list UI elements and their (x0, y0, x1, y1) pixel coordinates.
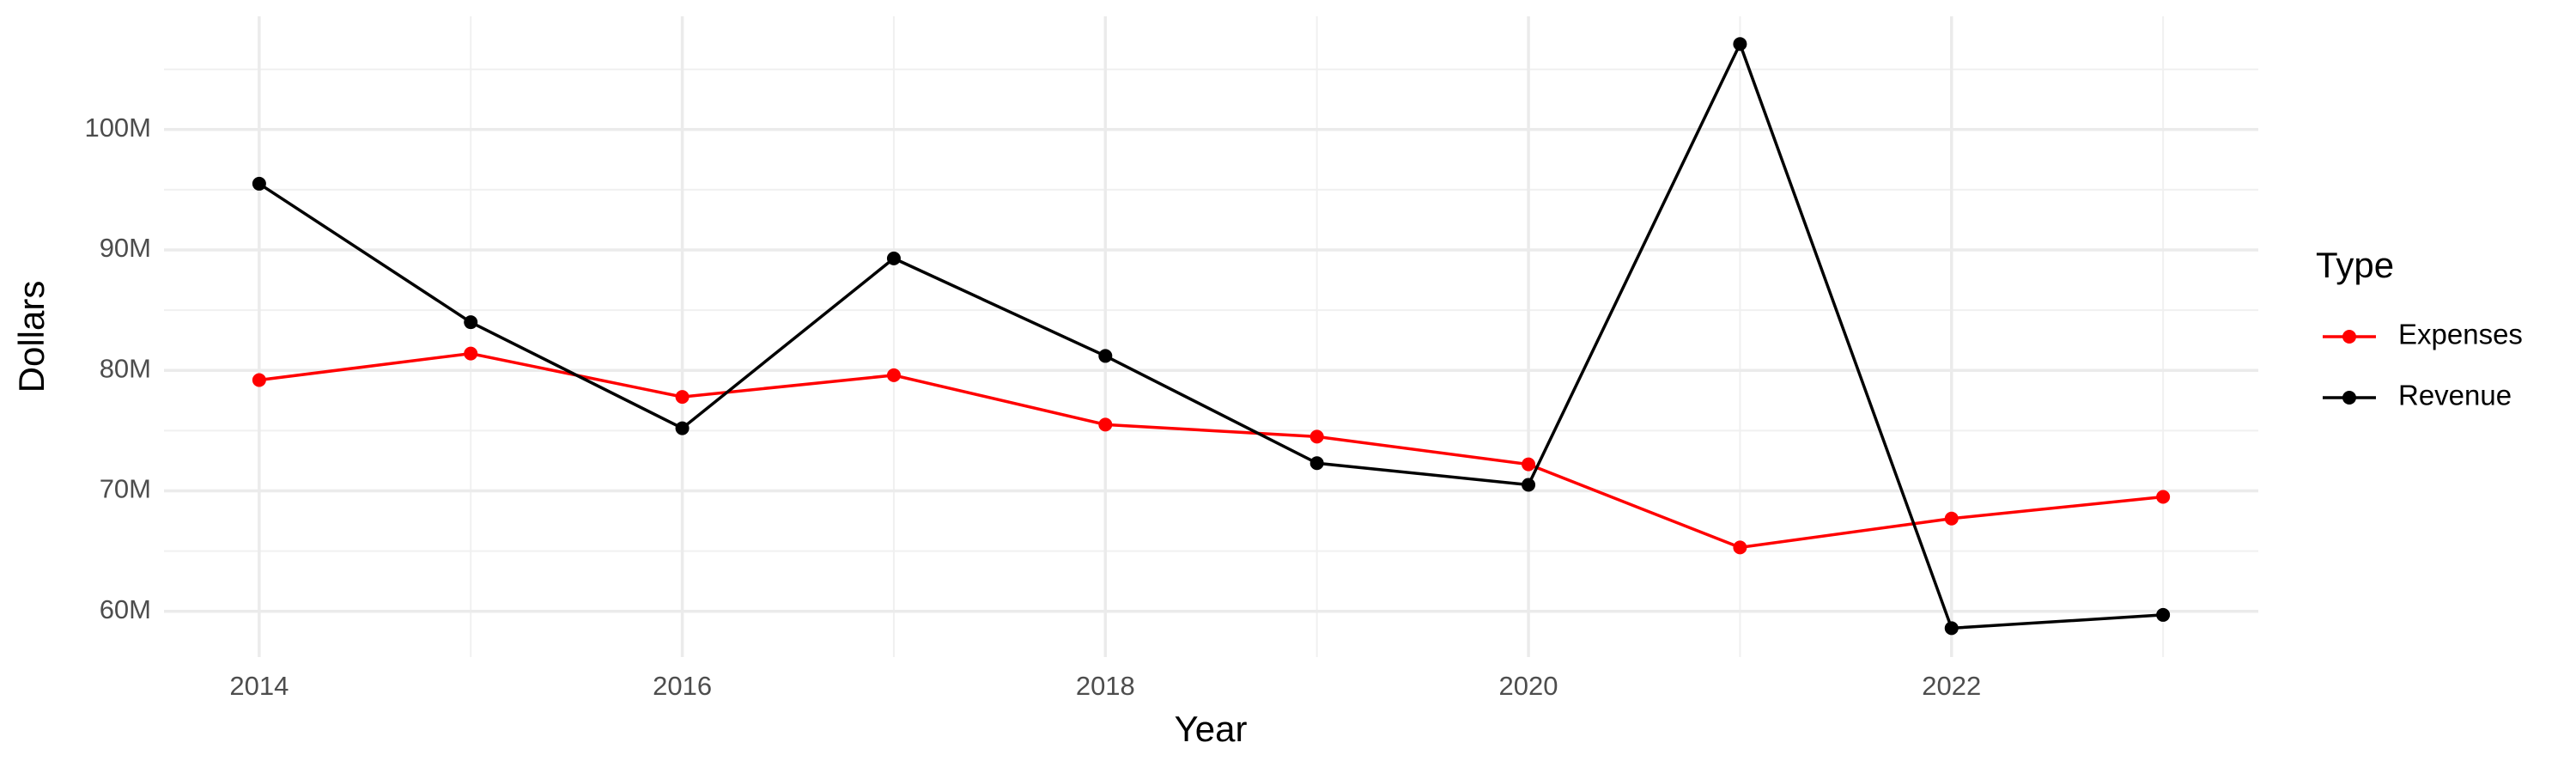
data-point (1733, 540, 1747, 555)
x-tick-label: 2016 (653, 671, 712, 701)
legend-key-point (2342, 391, 2356, 405)
data-point (2156, 607, 2171, 622)
x-axis-title: Year (1175, 709, 1248, 749)
data-point (252, 373, 266, 387)
y-tick-label: 60M (100, 594, 151, 624)
legend-title: Type (2316, 245, 2394, 285)
data-point (1733, 37, 1747, 52)
y-tick-label: 100M (84, 113, 151, 143)
data-point (1098, 417, 1113, 432)
y-axis-title: Dollars (11, 281, 52, 393)
legend-label: Expenses (2398, 319, 2523, 350)
x-tick-label: 2014 (229, 671, 289, 701)
data-point (675, 390, 690, 405)
data-point (1309, 429, 1324, 444)
data-point (1522, 457, 1536, 472)
series-line (258, 40, 2164, 630)
data-point (464, 315, 478, 330)
data-point (1944, 621, 1959, 636)
series-line (258, 351, 2164, 550)
data-point (464, 346, 478, 361)
y-tick-label: 70M (100, 474, 151, 504)
legend-label: Revenue (2398, 380, 2512, 411)
data-point (252, 176, 266, 191)
x-tick-label: 2022 (1922, 671, 1981, 701)
grid (164, 16, 2258, 657)
data-point (886, 368, 901, 382)
x-tick-label: 2020 (1499, 671, 1558, 701)
data-point (675, 421, 690, 435)
data-point (1098, 349, 1113, 363)
data-point (1522, 478, 1536, 492)
data-point (2156, 490, 2171, 504)
y-tick-label: 90M (100, 233, 151, 263)
data-point (886, 251, 901, 265)
y-tick-label: 80M (100, 353, 151, 383)
data-point (1944, 511, 1959, 526)
data-point (1309, 456, 1324, 471)
legend-key-point (2342, 330, 2356, 344)
x-tick-label: 2018 (1076, 671, 1135, 701)
